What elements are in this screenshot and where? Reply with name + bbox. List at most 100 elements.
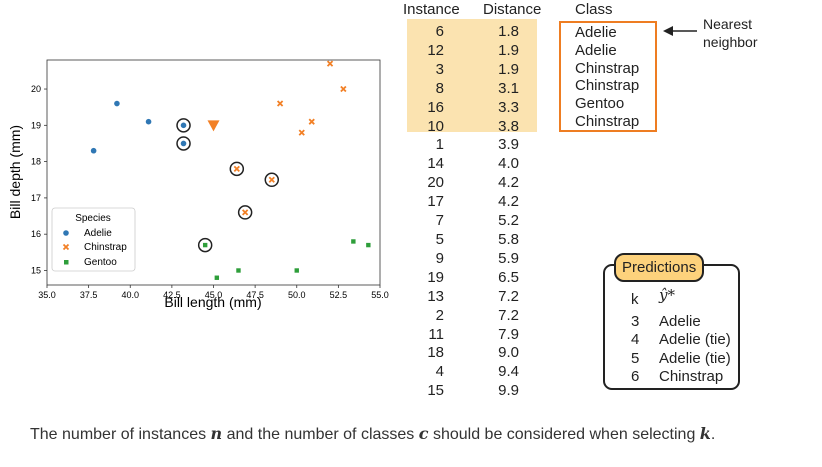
- data-points: [59, 60, 371, 280]
- instance-cell: 7: [435, 212, 444, 230]
- neighbor-ring: [176, 118, 191, 133]
- prediction-k: 4: [631, 331, 640, 349]
- x-tick-label: 52.5: [330, 290, 348, 300]
- prediction-label: Chinstrap: [659, 367, 724, 385]
- legend-box: [51, 207, 136, 272]
- prediction-k: 5: [631, 349, 640, 367]
- distance-cell: 7.9: [498, 325, 519, 343]
- distance-header: Distance: [483, 1, 542, 18]
- distance-cell: 4.2: [498, 174, 519, 192]
- predictions-rows: 3 Adelie 4 Adelie (tie) 5 Adelie (tie) 6 Chinst…: [631, 313, 731, 386]
- gentoo-point: [366, 242, 371, 248]
- legend-gentoo-marker: [64, 260, 69, 265]
- predictions-title: Predictions: [614, 253, 705, 282]
- prediction-row: 4 Adelie (tie): [631, 331, 731, 349]
- instance-column: 6 12 3 8 16 10 1 14 20 17 7 5 9 19 13 2 11 18 4 15: [418, 23, 444, 401]
- neighbor-ring: [197, 237, 213, 253]
- predictions-y-header: ŷ*: [659, 286, 675, 304]
- distance-column: 1.8 1.9 1.9 3.1 3.3 3.8 3.9 4.0 4.2 4.2 5.2 5.8 5.9 6…: [496, 23, 519, 401]
- distance-cell: 5.8: [498, 230, 519, 248]
- instance-cell: 5: [435, 230, 444, 248]
- chinstrap-point: [308, 118, 315, 125]
- nearest-neighbor-note: Nearest neighbor: [703, 15, 775, 51]
- class-cell: Chinstrap: [575, 77, 640, 95]
- caption-k: k: [699, 424, 711, 443]
- chinstrap-point: [241, 209, 249, 216]
- axis-ticks: 35.0 37.5 40.0 42.5 45.0 47.5 50.0 52.5 55.0 15 16…: [31, 84, 389, 300]
- chinstrap-point: [276, 100, 284, 107]
- distance-cell: 9.0: [498, 344, 519, 362]
- gentoo-point: [214, 275, 220, 280]
- gentoo-point: [294, 268, 299, 273]
- distance-cell: 4.0: [498, 155, 519, 173]
- x-tick-label: 50.0: [288, 290, 306, 300]
- chinstrap-point: [326, 60, 334, 67]
- chinstrap-point: [268, 176, 275, 183]
- nearest-class-box: [559, 21, 657, 132]
- class-column: Adelie Adelie Chinstrap Chinstrap Gentoo Chin…: [575, 24, 639, 131]
- gentoo-point: [351, 239, 356, 244]
- nearest-neighbor-text: Nearest neighbor: [703, 16, 758, 50]
- distance-cell: 6.5: [498, 268, 519, 286]
- distance-cell: 5.9: [498, 249, 519, 267]
- instance-cell: 2: [435, 306, 444, 324]
- x-tick-label: 40.0: [121, 290, 139, 300]
- arrow-icon: [663, 26, 697, 36]
- instance-cell: 19: [427, 268, 444, 286]
- distance-cell: 7.2: [498, 287, 519, 305]
- caption: The number of instances n and the number…: [30, 424, 715, 444]
- distance-cell: 3.1: [498, 79, 519, 97]
- y-tick-label: 20: [31, 84, 41, 94]
- y-axis-label: Bill depth (mm): [7, 125, 23, 219]
- class-header: Class: [575, 1, 613, 18]
- x-tick-label: 35.0: [38, 290, 56, 300]
- instance-cell: 16: [427, 98, 444, 116]
- instance-cell: 11: [428, 325, 444, 343]
- neighbor-ring: [176, 136, 191, 151]
- prediction-k: 3: [631, 313, 640, 330]
- instance-cell: 17: [427, 193, 444, 211]
- prediction-label: Adelie (tie): [659, 349, 731, 367]
- scatter-plot: 35.0 37.5 40.0 42.5 45.0 47.5 50.0 52.5 55.0 15 16…: [7, 59, 389, 310]
- caption-part2: and the number of classes: [222, 426, 419, 443]
- instance-cell: 15: [427, 382, 444, 400]
- distance-cell: 3.8: [498, 117, 519, 135]
- distance-cell: 3.3: [498, 98, 519, 116]
- distance-cell: 1.9: [498, 41, 519, 59]
- gentoo-point: [236, 268, 241, 273]
- chinstrap-point: [340, 85, 347, 93]
- distance-cell: 4.2: [498, 193, 519, 211]
- adelie-point: [180, 122, 187, 129]
- instance-cell: 8: [435, 79, 444, 97]
- prediction-row: 6 Chinstrap: [631, 368, 731, 386]
- adelie-point: [145, 118, 152, 125]
- distance-cell: 9.4: [498, 363, 519, 381]
- query-point: [207, 120, 220, 132]
- legend-gentoo-label: Gentoo: [84, 257, 117, 268]
- caption-part3: should be considered when selecting: [428, 426, 700, 443]
- predictions-k-header: k: [631, 291, 639, 308]
- adelie-point: [180, 140, 187, 147]
- caption-n: n: [210, 424, 223, 443]
- instance-cell: 6: [435, 23, 444, 40]
- caption-part1: The number of instances: [30, 426, 211, 443]
- instance-cell: 9: [435, 249, 444, 267]
- adelie-point: [90, 147, 97, 154]
- legend-adelie-label: Adelie: [84, 228, 112, 239]
- distance-cell: 1.8: [498, 23, 519, 40]
- neighbor-ring: [229, 161, 245, 177]
- class-cell: Gentoo: [575, 95, 625, 113]
- class-cell: Chinstrap: [575, 59, 640, 77]
- y-tick-label: 19: [31, 120, 41, 130]
- x-tick-label: 45.0: [205, 290, 223, 300]
- distance-cell: 7.2: [498, 306, 519, 324]
- distance-cell: 3.9: [498, 136, 519, 154]
- caption-part4: .: [710, 426, 716, 443]
- x-tick-label: 42.5: [163, 290, 181, 300]
- chinstrap-point: [298, 129, 305, 136]
- class-cell: Chinstrap: [575, 112, 640, 130]
- instance-cell: 18: [427, 344, 444, 362]
- x-tick-label: 47.5: [246, 290, 264, 300]
- prediction-k: 6: [631, 367, 640, 385]
- instance-cell: 3: [435, 60, 444, 78]
